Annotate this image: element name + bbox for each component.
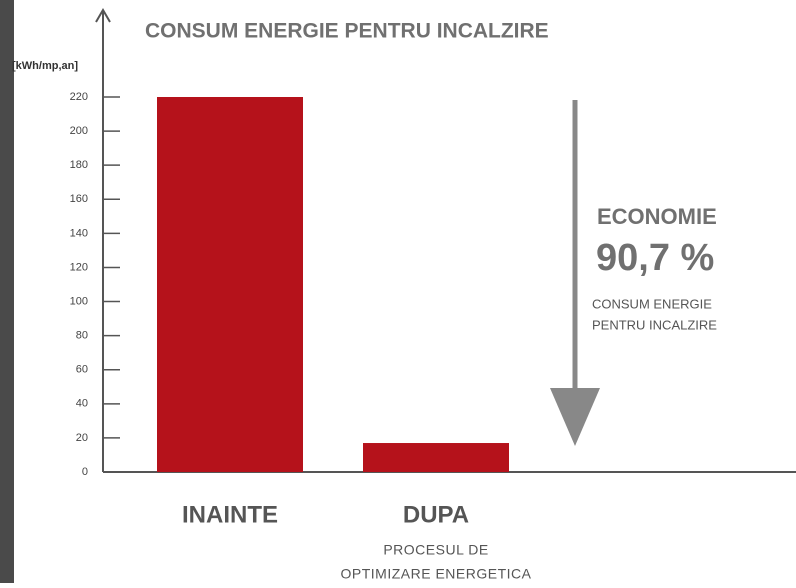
- y-tick-label: 40: [76, 398, 88, 410]
- chart-title: CONSUM ENERGIE PENTRU INCALZIRE: [145, 20, 549, 43]
- y-tick-label: 160: [70, 193, 88, 205]
- y-axis-label: [kWh/mp,an]: [12, 60, 78, 72]
- y-axis-arrow: [95, 8, 111, 23]
- annotation-value: 90,7 %: [596, 237, 714, 279]
- annotation-note: CONSUM ENERGIE: [592, 296, 712, 311]
- bar: [363, 443, 509, 472]
- economy-arrowhead: [550, 388, 600, 446]
- y-tick-label: 20: [76, 432, 88, 444]
- y-tick-label: 0: [82, 466, 88, 478]
- y-tick-label: 100: [70, 295, 88, 307]
- y-tick-label: 80: [76, 330, 88, 342]
- annotation-note: PENTRU INCALZIRE: [592, 317, 717, 332]
- y-tick-label: 60: [76, 364, 88, 376]
- y-tick-label: 180: [70, 159, 88, 171]
- category-note: PROCESUL DE: [383, 542, 488, 558]
- x-tick-label: INAINTE: [182, 501, 278, 528]
- annotation-title: ECONOMIE: [597, 204, 717, 229]
- y-tick-label: 120: [70, 261, 88, 273]
- category-note: OPTIMIZARE ENERGETICA: [341, 566, 532, 582]
- x-tick-label: DUPA: [403, 501, 469, 528]
- bar: [157, 97, 303, 472]
- photo-strip: [0, 0, 14, 583]
- y-tick-label: 200: [70, 125, 88, 137]
- y-tick-label: 140: [70, 227, 88, 239]
- y-tick-label: 220: [70, 91, 88, 103]
